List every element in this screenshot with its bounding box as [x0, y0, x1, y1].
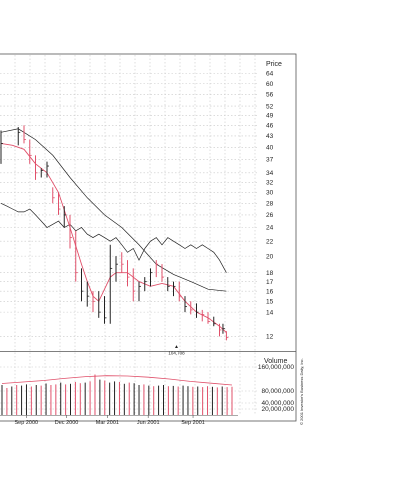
price-bar [150, 268, 153, 287]
x-tick-label: Mar 2001 [96, 420, 119, 426]
price-bar [161, 264, 164, 282]
volume-tick-label: 40,000,000 [261, 400, 294, 407]
relative-strength-path [0, 202, 227, 273]
price-tick-label: 16 [266, 288, 274, 295]
price-tick-label: 28 [266, 200, 274, 207]
volume-average-line [1, 375, 233, 386]
price-tick-label: 24 [266, 225, 274, 232]
price-bar [52, 187, 55, 204]
price-bar [69, 214, 72, 249]
price-bar [196, 303, 199, 318]
price-bar [92, 291, 95, 313]
price-bar [138, 281, 141, 302]
price-tick-label: 17 [266, 279, 274, 286]
price-bar [109, 244, 113, 324]
price-bar [17, 127, 21, 146]
price-tick-label: 32 [266, 180, 274, 187]
volume-tick-labels: 160,000,000 80,000,000 40,000,00020,000,00… [258, 364, 295, 413]
volume-axis-title: Volume [264, 358, 287, 365]
x-tick-label: Sep 2000 [15, 420, 39, 426]
price-bar [127, 260, 130, 287]
price-bar [104, 296, 107, 324]
price-bar [201, 309, 205, 322]
price-bar [23, 125, 26, 144]
price-bar [190, 301, 193, 315]
annotation-marker: ▲ 104,708 [168, 344, 185, 356]
annotation-label: 104,708 [168, 351, 185, 356]
price-bar [222, 323, 225, 334]
price-tick-label: 56 [266, 92, 274, 99]
price-grid [0, 55, 258, 415]
x-tick-label: Jun 2001 [137, 420, 160, 426]
copyright-note: © 2001 Investor's Business Daily, Inc. [299, 358, 304, 425]
x-tick-label: Sep 2001 [181, 420, 205, 426]
x-tick-label: Dec 2000 [55, 420, 79, 426]
price-tick-label: 64 [266, 71, 274, 78]
price-bar [29, 139, 32, 164]
price-bar [58, 192, 61, 215]
price-tick-label: 34 [266, 170, 274, 177]
price-tick-label: 37 [266, 157, 274, 164]
price-bar [86, 281, 90, 307]
price-bar [98, 291, 101, 318]
price-tick-label: 20 [266, 253, 274, 260]
price-bar [63, 206, 67, 228]
price-tick-label: 52 [266, 103, 274, 110]
price-bar [167, 277, 170, 292]
price-tick-label: 12 [266, 334, 274, 341]
price-bar [178, 281, 182, 302]
price-bar [115, 256, 118, 282]
price-axis-title: Price [266, 61, 282, 68]
volume-grid [0, 366, 258, 410]
x-axis-labels: Sep 2000 Dec 2000 Mar 2001 Jun 2001 Sep 2001 [15, 415, 205, 426]
price-bar [213, 316, 216, 327]
price-tick-label: 40 [266, 144, 274, 151]
price-bar [173, 281, 176, 297]
price-tick-label: 43 [266, 133, 274, 140]
price-bar [75, 230, 78, 282]
moving-average-red-path [0, 142, 227, 333]
moving-average-black [0, 128, 227, 292]
price-bar [132, 268, 136, 302]
price-bar [184, 296, 187, 313]
price-bar [81, 268, 84, 302]
price-bar [225, 331, 229, 341]
price-bar [46, 161, 49, 178]
price-tick-label: 30 [266, 190, 274, 197]
chart-frame [0, 53, 297, 422]
price-tick-label: 15 [266, 299, 274, 306]
volume-bars [1, 374, 233, 415]
price-bars [0, 125, 229, 341]
volume-average-path [1, 375, 233, 386]
moving-average-black-path [0, 128, 227, 292]
price-bar [40, 168, 44, 178]
price-tick-label: 22 [266, 238, 274, 245]
volume-tick-label: 20,000,000 [261, 406, 294, 413]
price-tick-label: 46 [266, 123, 274, 130]
price-bar [121, 252, 124, 273]
price-bar [207, 312, 210, 324]
price-bar [219, 323, 222, 337]
price-tick-label: 18 [266, 270, 274, 277]
annotation-arrow: ▲ [174, 344, 179, 350]
price-bar [0, 130, 3, 164]
price-bar [35, 155, 38, 180]
volume-tick-label: 160,000,000 [258, 364, 295, 371]
price-tick-label: 60 [266, 81, 274, 88]
price-bar [144, 277, 147, 292]
moving-average-red [0, 142, 227, 333]
price-tick-label: 49 [266, 113, 274, 120]
price-tick-label: 26 [266, 212, 274, 219]
relative-strength-line [0, 202, 227, 273]
volume-tick-label: 80,000,000 [261, 388, 294, 395]
price-bar [155, 260, 159, 278]
price-tick-labels: 64 60 56 52 49 46 43 40 37 34 32 30 28 26 24 22 20 18 17 16… [266, 71, 274, 341]
price-tick-label: 14 [266, 309, 274, 316]
